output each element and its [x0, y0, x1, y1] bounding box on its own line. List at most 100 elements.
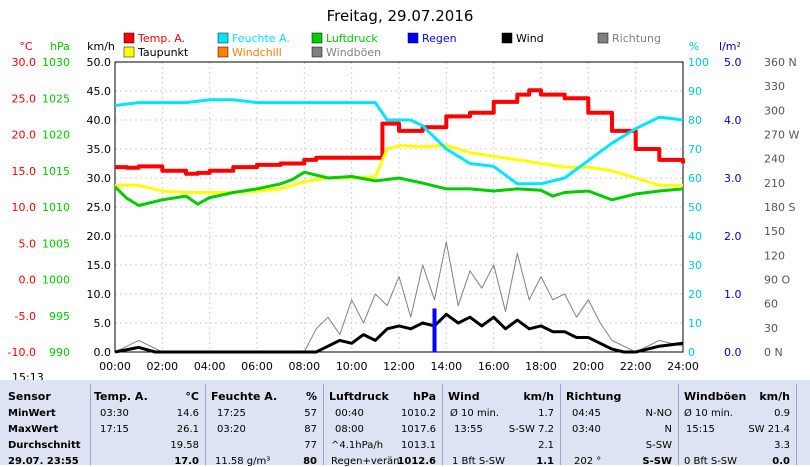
humidity-axis-label: %	[689, 40, 699, 53]
temp-tick-label: 25.0	[12, 92, 37, 105]
table-divider	[323, 384, 324, 465]
col-header-sensor: Sensor	[8, 390, 51, 403]
luft-min-value: 1010.2	[401, 408, 436, 419]
humidity-tick-label: 80	[688, 114, 702, 127]
legend-label: Luftdruck	[326, 32, 378, 45]
row-label-current: 29.07. 23:55	[8, 456, 79, 467]
wind-avg-value: 2.1	[538, 440, 554, 451]
direction-tick-label: 210	[764, 177, 785, 190]
boeen-min-value: 0.9	[774, 408, 790, 419]
boeen-max-value: SW 21.4	[748, 424, 790, 435]
temp-avg-value: 19.58	[170, 440, 199, 451]
temp-tick-label: -5.0	[15, 310, 36, 323]
feuchte-abs-humidity: 11.58 g/m³	[215, 456, 271, 467]
humidity-tick-label: 0	[688, 346, 695, 359]
wind-max-value: S-SW 7.2	[508, 424, 554, 435]
humidity-tick-label: 40	[688, 230, 702, 243]
x-tick-label: 14:00	[430, 360, 462, 373]
x-tick-label: 08:00	[288, 360, 320, 373]
table-divider	[90, 384, 91, 465]
row-label-avg: Durchschnitt	[8, 440, 81, 451]
legend-swatch	[311, 32, 323, 44]
direction-tick-label: 120	[764, 249, 785, 262]
pressure-tick-label: 1000	[42, 274, 70, 287]
pressure-tick-label: 1030	[42, 56, 70, 69]
legend-label: Temp. A.	[137, 32, 185, 45]
wind-min-time: Ø 10 min.	[450, 408, 499, 419]
temp-tick-label: 30.0	[12, 56, 37, 69]
wind-beaufort: 1 Bft S-SW	[452, 456, 506, 467]
col-header-feuchte-unit: %	[305, 390, 317, 403]
wind-tick-label: 15.0	[87, 259, 112, 272]
feuchte-avg-value: 77	[304, 440, 317, 451]
temp-max-value: 26.1	[176, 424, 199, 435]
direction-tick-label: 0 N	[764, 346, 783, 359]
wind-current-value: 1.1	[536, 456, 554, 467]
temp-axis-label: °C	[19, 40, 33, 53]
legend-swatch	[217, 32, 229, 44]
direction-tick-label: 300	[764, 104, 785, 117]
temp-tick-label: 10.0	[12, 201, 37, 214]
series-line-feuchte-a-	[114, 98, 684, 186]
legend-label: Wind	[516, 32, 544, 45]
luft-trend: ^4.1hPa/h	[331, 440, 384, 451]
time-marker: 15:13	[12, 371, 44, 380]
wind-axis-label: km/h	[87, 40, 115, 53]
humidity-tick-label: 70	[688, 143, 702, 156]
rain-tick-label: 1.0	[724, 288, 742, 301]
feuchte-min-value: 57	[304, 408, 317, 419]
x-tick-label: 04:00	[194, 360, 226, 373]
weather-chart: 00:00 02:00 04:00 06:00 08:00 10:00 12:00 14:00…	[8, 7, 800, 380]
richt-min-time: 04:45	[572, 408, 601, 419]
boeen-max-time: 15:15	[686, 424, 715, 435]
row-label-min: MinWert	[8, 408, 56, 419]
col-header-temp-unit: °C	[185, 390, 199, 403]
direction-tick-label: 150	[764, 225, 785, 238]
humidity-tick-label: 60	[688, 172, 702, 185]
chart-series	[113, 88, 685, 354]
wind-tick-label: 20.0	[87, 230, 112, 243]
pressure-axis-label: hPa	[50, 40, 70, 53]
luft-min-time: 00:40	[335, 408, 364, 419]
luft-avg-value: 1013.1	[401, 440, 436, 451]
humidity-tick-label: 100	[688, 56, 709, 69]
rain-tick-label: 0.0	[724, 346, 742, 359]
temp-current-value: 17.0	[174, 456, 199, 467]
wind-tick-label: 45.0	[87, 85, 112, 98]
legend-swatch	[501, 32, 513, 44]
x-tick-label: 16:00	[478, 360, 510, 373]
legend-swatch	[123, 46, 135, 58]
direction-tick-label: 180 S	[764, 201, 795, 214]
temp-tick-label: 20.0	[12, 129, 37, 142]
col-header-luftdruck: Luftdruck	[329, 390, 389, 403]
boeen-current-value: 0.0	[772, 456, 790, 467]
legend-swatch	[311, 46, 323, 58]
wind-tick-label: 10.0	[87, 288, 112, 301]
stats-table: Sensor MinWert MaxWert Durchschnitt 29.0…	[0, 380, 810, 467]
luft-max-value: 1017.6	[401, 424, 436, 435]
x-tick-label: 18:00	[525, 360, 557, 373]
temp-min-time: 03:30	[100, 408, 129, 419]
plot-area-frame	[114, 61, 684, 353]
col-header-richtung: Richtung	[566, 390, 622, 403]
table-divider	[560, 384, 561, 465]
temp-min-value: 14.6	[176, 408, 199, 419]
pressure-tick-label: 1020	[42, 129, 70, 142]
rain-tick-label: 2.0	[724, 230, 742, 243]
x-tick-label: 12:00	[383, 360, 415, 373]
table-divider	[205, 384, 206, 465]
boeen-beaufort: 0 Bft S-SW	[684, 456, 738, 467]
richt-current-value: S-SW	[642, 456, 672, 467]
direction-tick-label: 240	[764, 153, 785, 166]
richt-max-value: N	[664, 424, 672, 435]
legend-swatch	[407, 32, 419, 44]
legend-label: Windchill	[232, 46, 282, 59]
row-label-max: MaxWert	[8, 424, 59, 435]
boeen-min-time: Ø 10 min.	[684, 408, 733, 419]
legend-label: Windböen	[326, 46, 381, 59]
x-tick-label: 20:00	[572, 360, 604, 373]
col-header-windboeen-unit: km/h	[759, 390, 790, 403]
pressure-tick-label: 995	[49, 310, 70, 323]
temp-tick-label: -10.0	[8, 346, 36, 359]
luft-forecast: Regen+verän	[331, 456, 400, 467]
